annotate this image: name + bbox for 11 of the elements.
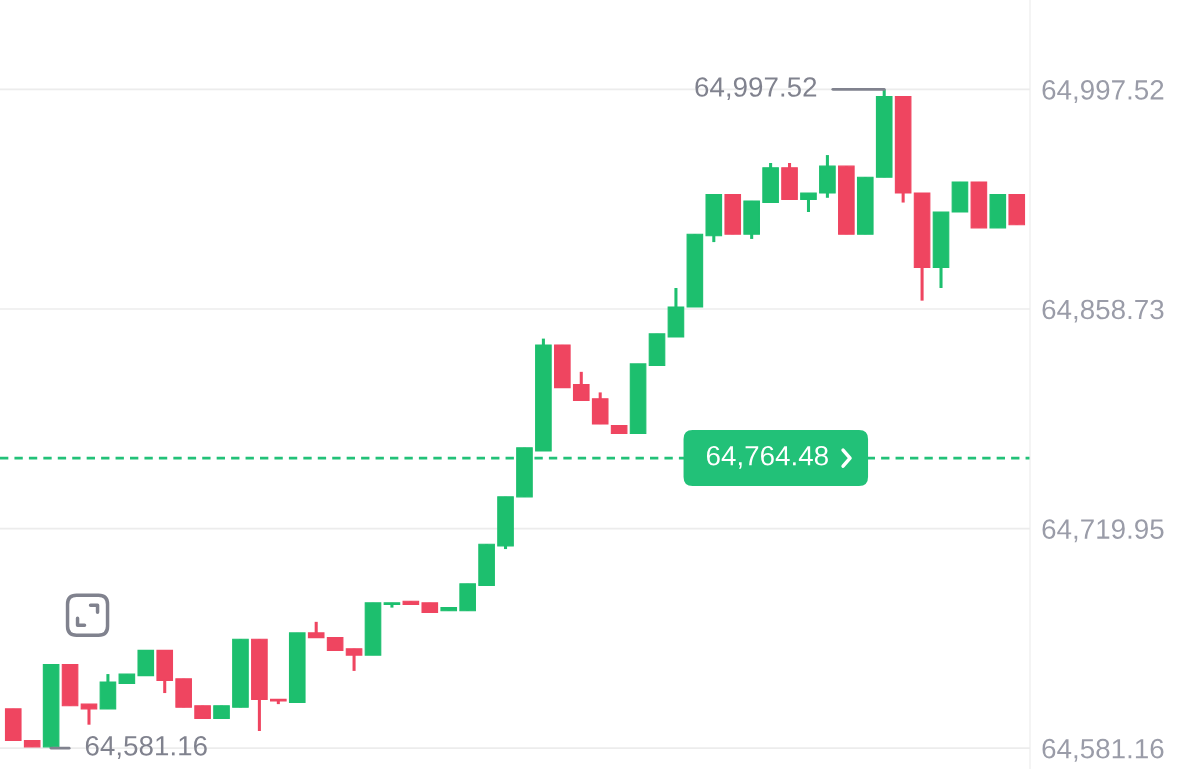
candlestick — [800, 192, 817, 213]
candlestick — [80, 703, 98, 725]
y-tick-label: 64,997.52 — [1042, 80, 1164, 103]
candlestick — [345, 648, 363, 671]
candlestick — [572, 370, 590, 401]
annotation: 64,581.16 — [85, 735, 207, 759]
y-tick-label: 64,858.73 — [1042, 299, 1164, 323]
annotation: 64,997.52 — [695, 77, 817, 101]
y-tick-label: 64,719.95 — [1042, 519, 1164, 543]
y-tick-label: 64,581.16 — [1042, 738, 1164, 762]
ref-line-label: 64,764.48 — [706, 445, 828, 469]
